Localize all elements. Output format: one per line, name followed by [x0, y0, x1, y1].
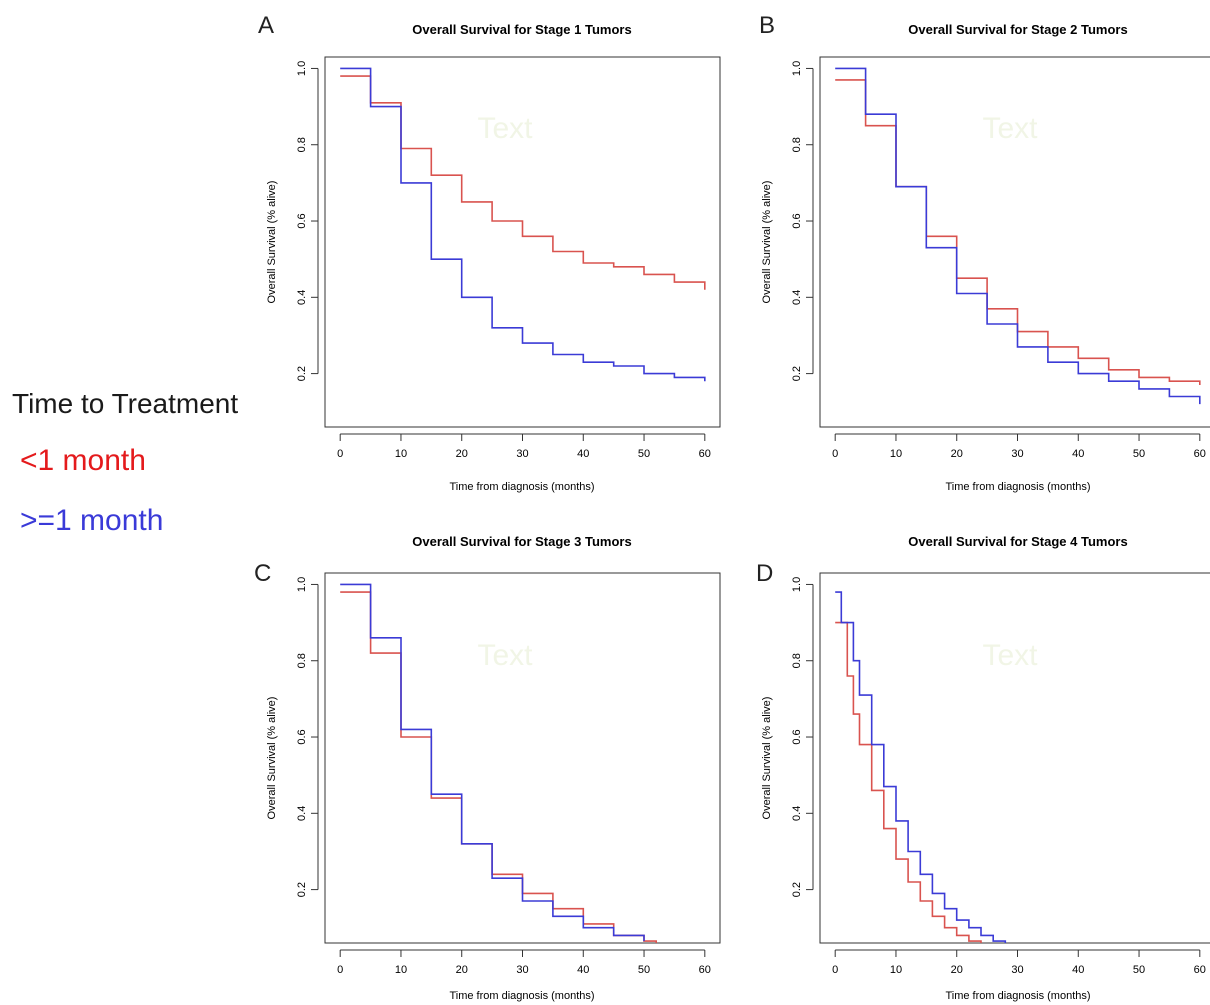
panel-label: D	[756, 560, 773, 587]
x-tick-label: 50	[638, 448, 650, 460]
y-tick-label: 0.6	[791, 213, 803, 228]
y-tick-label: 0.8	[791, 653, 803, 668]
x-axis: 0 10 20 30 40 50 60	[832, 433, 1206, 460]
survival-curve-series-2	[835, 591, 1007, 943]
y-axis-label: Overall Survival (% alive)	[266, 697, 278, 820]
x-axis-label: Time from diagnosis (months)	[449, 990, 594, 1002]
watermark-text: Text	[982, 112, 1038, 145]
series-layer	[835, 67, 1201, 405]
plot-frame	[324, 56, 721, 428]
y-tick-label: 1.0	[296, 61, 308, 76]
x-tick-label: 30	[1011, 964, 1023, 976]
chart-title: Overall Survival for Stage 1 Tumors	[412, 22, 631, 37]
panel-label: A	[258, 12, 274, 39]
watermark-text: Text	[477, 639, 533, 672]
y-axis-label: Overall Survival (% alive)	[761, 181, 773, 304]
x-tick-label: 40	[577, 448, 589, 460]
x-tick-label: 30	[1011, 448, 1023, 460]
y-tick-label: 0.8	[791, 137, 803, 152]
y-tick-label: 0.4	[296, 290, 308, 305]
x-axis-label: Time from diagnosis (months)	[945, 481, 1090, 493]
y-tick-label: 0.6	[296, 729, 308, 744]
chart-panel-c: C Overall Survival for Stage 3 Tumors Te…	[254, 534, 721, 1002]
y-tick-label: 1.0	[791, 61, 803, 76]
x-tick-label: 20	[456, 964, 468, 976]
x-tick-label: 0	[832, 964, 838, 976]
x-tick-label: 40	[1072, 448, 1084, 460]
x-tick-label: 30	[516, 448, 528, 460]
y-tick-label: 0.8	[296, 653, 308, 668]
survival-curve-series-2	[835, 67, 1201, 405]
x-tick-label: 10	[890, 448, 902, 460]
y-tick-label: 0.2	[296, 882, 308, 897]
y-axis: 0.2 0.4 0.6 0.8 1.0	[296, 577, 319, 897]
x-axis: 0 10 20 30 40 50 60	[832, 949, 1206, 976]
x-tick-label: 50	[1133, 964, 1145, 976]
legend-item-lt1-month: <1 month	[20, 444, 146, 477]
y-tick-label: 0.6	[791, 729, 803, 744]
y-tick-label: 0.4	[791, 290, 803, 305]
x-tick-label: 20	[951, 964, 963, 976]
plot-frame	[819, 572, 1210, 944]
x-axis: 0 10 20 30 40 50 60	[337, 433, 711, 460]
x-tick-label: 50	[1133, 448, 1145, 460]
chart-title: Overall Survival for Stage 3 Tumors	[412, 534, 631, 549]
chart-panel-a: A Overall Survival for Stage 1 Tumors Te…	[258, 12, 721, 493]
x-tick-label: 10	[395, 964, 407, 976]
legend-item-ge1-month: >=1 month	[20, 504, 163, 537]
y-tick-label: 0.2	[791, 882, 803, 897]
x-axis-label: Time from diagnosis (months)	[945, 990, 1090, 1002]
y-axis-label: Overall Survival (% alive)	[266, 181, 278, 304]
chart-title: Overall Survival for Stage 2 Tumors	[908, 22, 1127, 37]
survival-curve-series-2	[340, 583, 645, 942]
y-tick-label: 0.2	[296, 366, 308, 381]
x-tick-label: 60	[699, 448, 711, 460]
chart-panel-d: D Overall Survival for Stage 4 Tumors Te…	[756, 534, 1210, 1002]
y-tick-label: 1.0	[791, 577, 803, 592]
y-axis: 0.2 0.4 0.6 0.8 1.0	[296, 61, 319, 381]
legend: Time to Treatment <1 month >=1 month	[12, 388, 238, 537]
series-layer	[340, 67, 706, 382]
y-tick-label: 1.0	[296, 577, 308, 592]
x-axis: 0 10 20 30 40 50 60	[337, 949, 711, 976]
y-axis: 0.2 0.4 0.6 0.8 1.0	[791, 61, 814, 381]
y-tick-label: 0.2	[791, 366, 803, 381]
x-tick-label: 0	[337, 448, 343, 460]
watermark-text: Text	[982, 639, 1038, 672]
survival-curve-series-2	[340, 67, 706, 382]
panel-label: B	[759, 12, 775, 39]
x-axis-label: Time from diagnosis (months)	[449, 481, 594, 493]
x-tick-label: 0	[832, 448, 838, 460]
y-tick-label: 0.6	[296, 213, 308, 228]
series-layer	[835, 591, 1007, 943]
chart-title: Overall Survival for Stage 4 Tumors	[908, 534, 1127, 549]
x-tick-label: 60	[1194, 964, 1206, 976]
x-tick-label: 10	[395, 448, 407, 460]
x-tick-label: 30	[516, 964, 528, 976]
x-tick-label: 40	[577, 964, 589, 976]
plot-frame	[819, 56, 1210, 428]
x-tick-label: 60	[1194, 448, 1206, 460]
x-tick-label: 20	[951, 448, 963, 460]
x-tick-label: 10	[890, 964, 902, 976]
chart-panel-b: B Overall Survival for Stage 2 Tumors Te…	[759, 12, 1210, 493]
x-tick-label: 50	[638, 964, 650, 976]
y-axis: 0.2 0.4 0.6 0.8 1.0	[791, 577, 814, 897]
legend-title: Time to Treatment	[12, 388, 238, 419]
x-tick-label: 60	[699, 964, 711, 976]
survival-curve-series-1	[835, 621, 982, 943]
x-tick-label: 0	[337, 964, 343, 976]
x-tick-label: 20	[456, 448, 468, 460]
series-layer	[340, 583, 657, 943]
panel-label: C	[254, 560, 271, 587]
survival-curve-series-1	[340, 75, 706, 290]
plot-frame	[324, 572, 721, 944]
y-axis-label: Overall Survival (% alive)	[761, 697, 773, 820]
y-tick-label: 0.4	[791, 806, 803, 821]
y-tick-label: 0.4	[296, 806, 308, 821]
watermark-text: Text	[477, 112, 533, 145]
x-tick-label: 40	[1072, 964, 1084, 976]
y-tick-label: 0.8	[296, 137, 308, 152]
